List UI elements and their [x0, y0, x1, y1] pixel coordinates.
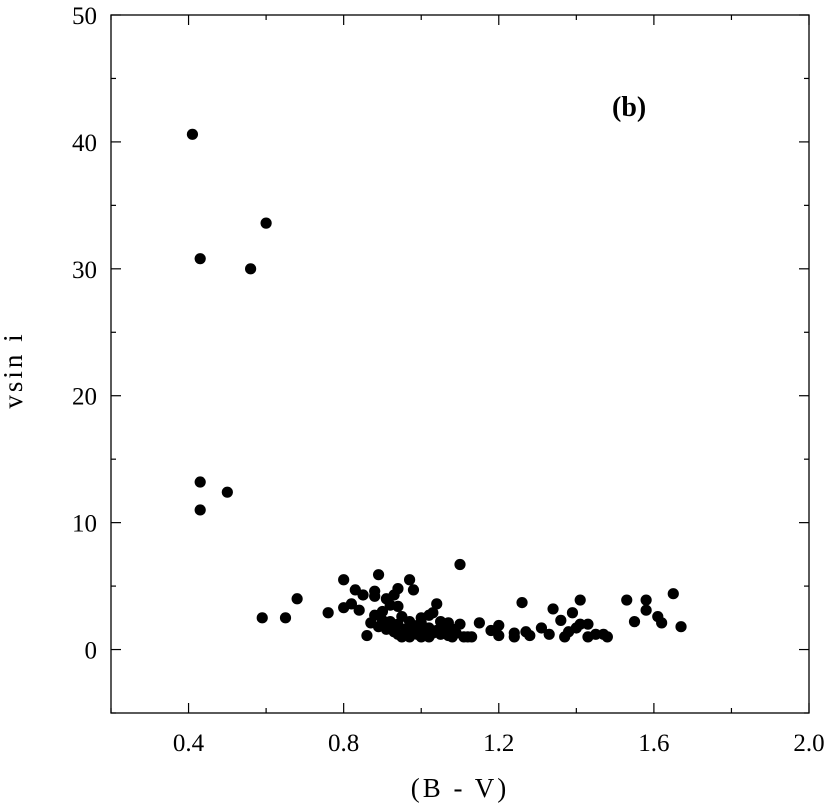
data-point — [574, 618, 586, 630]
data-point — [493, 629, 505, 642]
data-point — [338, 574, 350, 586]
data-point — [291, 593, 303, 605]
data-point — [640, 594, 652, 606]
x-tick-label: 0.8 — [328, 730, 359, 757]
plot-frame — [110, 14, 810, 714]
data-point — [656, 617, 668, 629]
data-point — [392, 600, 404, 612]
x-tick-label: 1.2 — [483, 730, 514, 757]
data-point — [543, 628, 555, 640]
data-point — [376, 605, 389, 618]
data-point — [194, 476, 206, 488]
data-point — [601, 631, 613, 643]
y-tick-label: 40 — [72, 130, 97, 157]
data-point — [260, 217, 272, 229]
data-point — [186, 128, 199, 140]
data-point — [369, 590, 381, 602]
data-point — [628, 616, 641, 628]
data-point — [194, 253, 206, 265]
data-point — [256, 612, 268, 624]
y-axis-ticks: 0 10 20 30 40 50 — [72, 3, 809, 714]
data-point — [493, 619, 505, 632]
data-point — [667, 588, 679, 600]
x-tick-label: 0.4 — [173, 730, 205, 757]
y-tick-label: 20 — [72, 384, 97, 411]
data-point — [621, 594, 633, 606]
data-point — [407, 584, 420, 596]
data-point — [345, 598, 358, 610]
data-point — [547, 603, 559, 615]
data-point — [221, 486, 233, 498]
x-tick-label: 2.0 — [793, 730, 824, 757]
panel-label: (b) — [612, 92, 646, 123]
data-point — [508, 631, 520, 643]
data-point — [516, 596, 528, 609]
y-tick-label: 10 — [72, 511, 97, 538]
y-tick-label: 50 — [72, 3, 97, 30]
data-point — [524, 629, 536, 642]
data-point — [403, 574, 416, 586]
y-tick-label: 30 — [72, 257, 97, 284]
data-point — [357, 589, 369, 601]
y-tick-label: 0 — [85, 638, 98, 665]
data-point — [353, 604, 365, 616]
data-point — [582, 618, 594, 630]
data-point — [640, 604, 652, 616]
data-point — [245, 263, 257, 275]
data-point — [473, 617, 485, 629]
data-point — [566, 607, 579, 619]
data-point — [555, 614, 567, 626]
data-point — [466, 631, 478, 643]
data-point — [279, 612, 292, 624]
data-point — [361, 629, 373, 642]
data-point — [590, 628, 602, 640]
x-axis-ticks: 0.4 0.8 1.2 1.6 2.0 — [110, 15, 825, 757]
data-point — [392, 583, 404, 595]
plot-border — [110, 14, 810, 714]
x-tick-label: 1.6 — [638, 730, 669, 757]
data-point — [675, 621, 687, 633]
data-point — [431, 598, 443, 610]
data-point — [427, 607, 439, 619]
data-point — [322, 607, 334, 619]
data-point — [194, 504, 206, 516]
data-point — [454, 558, 466, 571]
x-axis-label: (B - V) — [411, 773, 510, 803]
data-point — [535, 622, 548, 634]
y-axis-label: vsin i — [0, 331, 28, 408]
data-point — [574, 594, 586, 606]
data-point — [454, 618, 466, 630]
data-points — [186, 128, 687, 643]
data-point — [372, 569, 385, 581]
